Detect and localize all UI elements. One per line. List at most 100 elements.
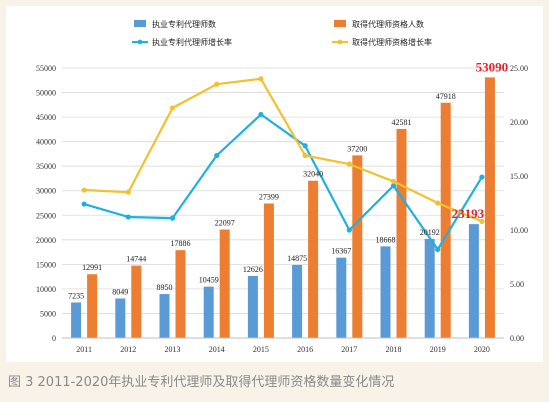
bar-qualified-attorneys [308, 180, 319, 338]
x-tick-label: 2011 [76, 345, 92, 354]
y-left-tick-label: 30000 [36, 187, 56, 196]
bar-practicing-attorneys [468, 224, 479, 338]
data-label-qualified: 27399 [259, 192, 279, 201]
point-qualified-growth [346, 161, 352, 167]
bar-practicing-attorneys [203, 286, 214, 338]
y-left-tick-label: 40000 [36, 138, 56, 147]
chart-card: 7235 8049 8950 10459 12626 14875 16367 18668 201… [6, 6, 543, 362]
y-left-tick-label: 20000 [36, 236, 56, 245]
legend-practicing-bar-swatch [134, 20, 146, 27]
bar-practicing-attorneys [292, 264, 303, 338]
x-tick-label: 2014 [209, 345, 225, 354]
data-label-practicing-highlight: 23193 [452, 206, 485, 221]
point-practicing-growth [346, 227, 352, 233]
data-label-practicing: 20192 [420, 228, 440, 237]
data-label-qualified: 47918 [436, 92, 456, 101]
bar-qualified-attorneys [219, 229, 230, 338]
point-qualified-growth [169, 105, 176, 111]
bar-practicing-attorneys [380, 246, 391, 338]
data-label-practicing: 16367 [331, 247, 351, 256]
y-left-tick-label: 45000 [36, 113, 56, 122]
bar-qualified-attorneys [352, 155, 363, 338]
x-tick-label: 2019 [430, 345, 446, 354]
bar-practicing-attorneys [247, 276, 258, 338]
y-right-tick-label: 15.00 [510, 172, 528, 181]
y-left-tick-label: 25000 [36, 211, 56, 220]
bar-practicing-attorneys [424, 238, 435, 338]
x-tick-label: 2013 [165, 345, 181, 354]
point-qualified-growth [125, 189, 131, 195]
line-layer [81, 76, 485, 253]
y-right-tick-label: 5.00 [510, 280, 524, 289]
point-practicing-growth [214, 152, 220, 159]
data-label-qualified: 32040 [303, 170, 323, 179]
bar-practicing-attorneys [71, 302, 82, 338]
axis-layer: 0 5000 10000 15000 20000 25000 30000 35000 40000… [36, 64, 528, 354]
figure-caption: 图 3 2011-2020年执业专利代理师及取得代理师资格数量变化情况 [8, 375, 395, 390]
legend-practicing-growth-marker [137, 39, 143, 45]
y-right-tick-label: 20.00 [510, 118, 528, 127]
y-right-tick-label: 25.00 [510, 64, 528, 73]
line-qualified-growth [84, 77, 483, 223]
point-practicing-growth [81, 201, 87, 207]
bar-practicing-attorneys [115, 298, 126, 338]
x-tick-label: 2020 [474, 345, 490, 354]
point-qualified-growth [390, 178, 397, 184]
x-tick-label: 2018 [386, 345, 402, 354]
combo-chart: 7235 8049 8950 10459 12626 14875 16367 18668 201… [36, 19, 528, 354]
data-label-layer: 7235 8049 8950 10459 12626 14875 16367 18668 201… [68, 59, 508, 300]
line-practicing-growth [83, 113, 483, 251]
bar-qualified-attorneys [484, 77, 495, 338]
point-qualified-growth [81, 187, 87, 193]
data-label-qualified: 22097 [215, 219, 235, 228]
bar-practicing-attorneys [336, 257, 347, 338]
x-tick-label: 2012 [120, 345, 136, 354]
y-left-tick-label: 35000 [36, 162, 56, 171]
data-label-practicing: 10459 [199, 276, 219, 285]
data-label-practicing: 8049 [112, 287, 128, 296]
bar-practicing-attorneys [159, 294, 170, 338]
bar-qualified-attorneys [87, 274, 98, 338]
data-label-qualified: 12991 [82, 263, 102, 272]
legend-qualified-growth-marker [337, 39, 343, 45]
x-tick-label: 2015 [253, 345, 269, 354]
data-label-practicing: 7235 [68, 291, 84, 300]
data-label-qualified: 42581 [392, 118, 412, 127]
point-practicing-growth [169, 215, 176, 221]
y-left-tick-label: 50000 [36, 89, 56, 98]
legend-practicing-growth-label: 执业专利代理师增长率 [152, 37, 232, 47]
y-right-tick-label: 10.00 [510, 226, 528, 235]
point-qualified-growth [214, 81, 220, 87]
bar-qualified-attorneys [131, 265, 142, 338]
point-qualified-growth [479, 218, 485, 224]
point-qualified-growth [302, 152, 308, 159]
data-label-qualified: 17886 [171, 239, 191, 248]
data-label-practicing: 12626 [243, 265, 263, 274]
bar-qualified-attorneys [263, 203, 274, 338]
y-left-tick-label: 15000 [36, 260, 56, 269]
data-label-qualified-highlight: 53090 [476, 59, 509, 74]
point-qualified-growth [435, 200, 441, 206]
y-left-tick-label: 55000 [36, 64, 56, 73]
point-practicing-growth [125, 214, 131, 220]
point-qualified-growth [258, 76, 264, 82]
y-left-tick-label: 10000 [36, 285, 56, 294]
bar-qualified-attorneys [396, 128, 407, 338]
y-left-tick-label: 0 [52, 334, 56, 343]
data-label-practicing: 8950 [157, 283, 173, 292]
legend-qualified-growth-label: 取得代理师资格增长率 [352, 37, 432, 47]
bar-layer [71, 77, 495, 339]
point-practicing-growth [258, 111, 264, 118]
data-label-qualified: 14744 [126, 255, 146, 264]
point-practicing-growth [479, 174, 485, 180]
point-practicing-growth [302, 143, 308, 149]
y-left-tick-label: 5000 [40, 309, 56, 318]
legend-qualified-bar-label: 取得代理师资格人数 [352, 19, 424, 29]
bar-qualified-attorneys [175, 250, 186, 338]
data-label-practicing: 14875 [287, 254, 307, 263]
x-tick-label: 2017 [341, 345, 357, 354]
data-label-qualified: 37200 [347, 144, 367, 153]
y-right-tick-label: 0.00 [510, 334, 524, 343]
data-label-practicing: 18668 [376, 235, 396, 244]
